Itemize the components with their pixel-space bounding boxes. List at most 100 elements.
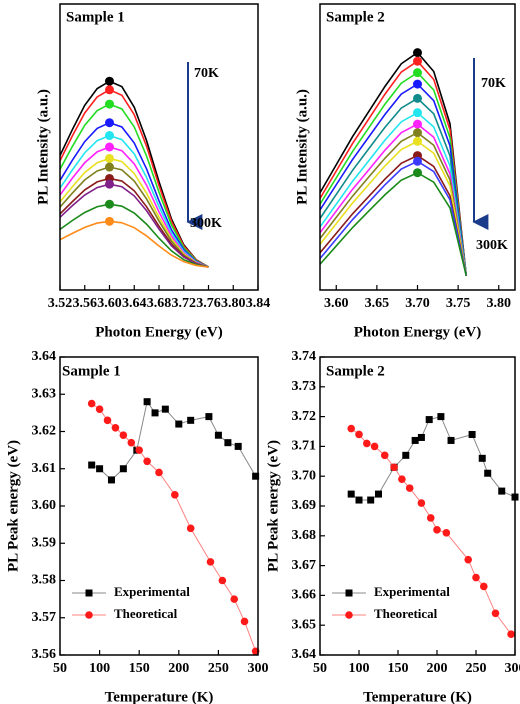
data-point [484, 469, 492, 477]
panel-title: Sample 2 [326, 9, 385, 25]
data-point [347, 424, 356, 433]
y-tick-label: 3.73 [292, 379, 317, 394]
data-point [491, 609, 500, 618]
data-point [468, 430, 476, 438]
peak-marker [413, 136, 422, 146]
legend-label: Theoretical [374, 606, 438, 621]
peak-marker [413, 68, 422, 78]
peak-marker [105, 216, 114, 226]
y-tick-label: 3.63 [32, 386, 57, 401]
data-point [230, 595, 239, 603]
x-axis-label: Temperature (K) [105, 689, 214, 704]
legend-marker [85, 611, 93, 619]
peak-marker [413, 56, 422, 66]
data-point [103, 416, 112, 425]
data-point [480, 582, 488, 591]
x-tick-label: 3.84 [246, 296, 271, 311]
y-tick-label: 3.64 [32, 349, 57, 364]
y-axis-label: PL Peak energy (eV) [265, 440, 281, 572]
legend-label: Experimental [374, 584, 450, 599]
panel-title: Sample 1 [66, 9, 125, 25]
peak-marker [105, 179, 114, 189]
peak-marker [105, 162, 114, 172]
x-tick-label: 100 [349, 661, 370, 676]
data-point [161, 405, 169, 413]
y-tick-label: 3.70 [292, 468, 317, 483]
peak-marker [413, 48, 422, 58]
data-point [442, 529, 451, 537]
y-tick-label: 3.56 [32, 647, 57, 662]
data-point [447, 436, 455, 444]
series-line [319, 51, 468, 276]
series-line [59, 220, 209, 268]
data-point [433, 526, 441, 534]
y-tick-label: 3.67 [292, 558, 317, 573]
legend-marker [85, 589, 93, 597]
y-tick-label: 3.62 [32, 424, 57, 439]
x-tick-label: 3.60 [97, 296, 122, 311]
data-point [224, 439, 232, 447]
y-tick-label: 3.69 [292, 498, 317, 513]
data-point [437, 413, 445, 421]
data-point [402, 451, 410, 459]
data-point [355, 430, 363, 439]
x-tick-label: 3.68 [147, 296, 172, 311]
annotation: 300K [190, 216, 222, 231]
y-tick-label: 3.74 [292, 349, 317, 364]
series-line [319, 111, 468, 276]
data-point [155, 468, 163, 477]
legend-label: Theoretical [114, 606, 178, 621]
legend-marker [345, 611, 353, 619]
legend-marker [345, 589, 353, 597]
panel-title: Sample 1 [62, 363, 121, 379]
y-tick-label: 3.68 [292, 528, 317, 543]
peak-marker [105, 85, 114, 95]
data-point [171, 491, 179, 499]
x-tick-label: 3.56 [73, 296, 98, 311]
y-tick-label: 3.71 [292, 439, 317, 454]
data-point [119, 431, 128, 440]
data-point [367, 496, 375, 504]
data-point [425, 416, 433, 424]
series-line [350, 416, 516, 501]
y-axis-label: PL Intensity (a.u.) [294, 89, 310, 205]
series-line [319, 60, 468, 276]
data-point [252, 472, 260, 480]
y-tick-label: 3.57 [32, 610, 57, 625]
plot-frame [319, 3, 516, 291]
data-point [95, 405, 104, 413]
data-point [135, 446, 143, 454]
series-line [319, 71, 468, 276]
data-point [187, 416, 195, 424]
data-point [417, 499, 426, 507]
peak-marker [413, 128, 422, 138]
x-tick-label: 300 [248, 661, 269, 676]
peak-marker [105, 99, 114, 109]
series-line [91, 403, 257, 652]
data-point [426, 514, 435, 522]
y-tick-label: 3.61 [32, 461, 57, 476]
series-line [319, 83, 468, 276]
x-tick-label: 200 [427, 661, 448, 676]
x-tick-label: 3.52 [48, 296, 73, 311]
data-point [186, 524, 195, 533]
peak-marker [413, 93, 422, 103]
y-axis-label: PL Intensity (a.u.) [35, 89, 51, 205]
series-line [59, 88, 209, 268]
series-line [319, 140, 468, 276]
series-line [319, 154, 468, 276]
series-line [350, 428, 512, 635]
data-point [151, 409, 159, 417]
data-point [375, 490, 382, 498]
data-point [96, 465, 104, 473]
data-point [143, 398, 151, 406]
data-point [472, 573, 480, 582]
x-tick-label: 3.75 [446, 296, 471, 311]
peak-marker [413, 119, 422, 129]
x-tick-label: 3.80 [221, 296, 246, 311]
x-tick-label: 250 [466, 661, 487, 676]
data-point [390, 463, 398, 472]
data-point [417, 433, 425, 441]
data-point [143, 457, 151, 466]
x-axis-label: Photon Energy (eV) [95, 324, 223, 340]
